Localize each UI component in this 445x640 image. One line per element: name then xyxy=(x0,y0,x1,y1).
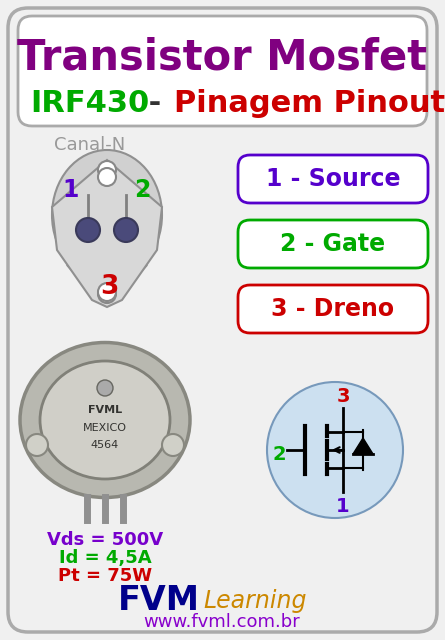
Text: MEXICO: MEXICO xyxy=(83,423,127,433)
Polygon shape xyxy=(52,160,162,307)
Text: 3: 3 xyxy=(336,387,350,406)
Ellipse shape xyxy=(20,342,190,497)
Circle shape xyxy=(98,168,116,186)
Circle shape xyxy=(98,161,116,179)
Circle shape xyxy=(162,434,184,456)
Text: Canal-N: Canal-N xyxy=(54,136,125,154)
Polygon shape xyxy=(353,438,373,454)
FancyBboxPatch shape xyxy=(238,285,428,333)
Text: -: - xyxy=(138,88,172,118)
Text: IRF430: IRF430 xyxy=(30,88,150,118)
Text: Pt = 75W: Pt = 75W xyxy=(58,567,152,585)
Text: Vds = 500V: Vds = 500V xyxy=(47,531,163,549)
Text: 1: 1 xyxy=(336,497,350,515)
Text: 3 - Dreno: 3 - Dreno xyxy=(271,297,395,321)
FancyBboxPatch shape xyxy=(8,8,437,632)
Text: FVML: FVML xyxy=(88,405,122,415)
Polygon shape xyxy=(67,265,147,304)
Text: 3: 3 xyxy=(100,274,118,300)
Ellipse shape xyxy=(52,150,162,280)
Circle shape xyxy=(267,382,403,518)
Text: Learning: Learning xyxy=(203,589,307,613)
Text: 4564: 4564 xyxy=(91,440,119,450)
Circle shape xyxy=(98,283,116,301)
FancyBboxPatch shape xyxy=(18,16,427,126)
Circle shape xyxy=(76,218,100,242)
FancyBboxPatch shape xyxy=(238,220,428,268)
Circle shape xyxy=(98,285,116,303)
Text: www.fvml.com.br: www.fvml.com.br xyxy=(144,613,300,631)
Circle shape xyxy=(97,380,113,396)
Text: Id = 4,5A: Id = 4,5A xyxy=(59,549,151,567)
Text: 2: 2 xyxy=(134,178,150,202)
Text: 1: 1 xyxy=(63,178,79,202)
Text: Pinagem Pinout: Pinagem Pinout xyxy=(174,88,445,118)
FancyBboxPatch shape xyxy=(238,155,428,203)
Text: Transistor Mosfet: Transistor Mosfet xyxy=(17,37,427,79)
Ellipse shape xyxy=(40,361,170,479)
Circle shape xyxy=(114,218,138,242)
Text: FVM: FVM xyxy=(118,584,200,616)
Circle shape xyxy=(26,434,48,456)
Text: 2: 2 xyxy=(272,445,286,463)
Text: 1 - Source: 1 - Source xyxy=(266,167,400,191)
Text: 2 - Gate: 2 - Gate xyxy=(280,232,385,256)
